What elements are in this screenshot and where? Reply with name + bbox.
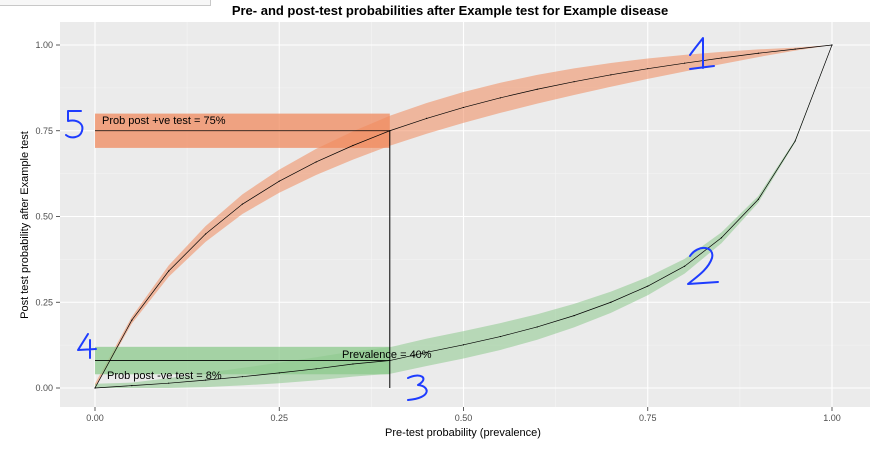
series-0-point-3 [204,233,207,235]
series-1-point-5 [278,372,280,374]
handwritten-mark-2 [687,247,719,285]
annotations: Prob post +ve test = 75% Prob post -ve t… [102,115,432,382]
series-0-point-16 [684,62,686,64]
series-1-point-16 [684,265,686,267]
x-axis-title: Pre-test probability (prevalence) [385,427,541,439]
series-0-point-10 [462,106,465,109]
series-1-point-1 [131,384,133,387]
series-1-point-13 [573,315,575,317]
axis-ticks: 0.00 0.00 0.25 0.25 0.50 0.50 0.75 0.75 1.00 1.00 [35,40,840,423]
y-tick-label-1: 0.25 [35,297,53,307]
series-0-point-15 [647,68,649,70]
curves [94,44,833,389]
series-0-point-2 [168,270,170,272]
series-1-point-17 [720,237,723,239]
series-1-point-7 [352,363,354,365]
series-0-point-12 [536,88,538,90]
series-1-point-14 [610,301,612,303]
y-axis-title: Post test probability after Example test [19,131,31,319]
series-0-point-9 [426,117,428,120]
series-0-point-7 [352,144,354,147]
handwritten-mark-1 [689,37,715,70]
series-1-point-2 [168,382,170,384]
series-0-point-4 [241,203,243,205]
y-tick-label-4: 1.00 [35,40,53,50]
x-tick-label-3: 0.75 [639,413,657,423]
handwritten-mark-4 [77,333,97,359]
series-0-point-19 [794,48,796,50]
series-0-point-14 [610,74,612,76]
x-tick-label-1: 0.25 [270,413,288,423]
series-1-point-10 [462,344,465,346]
x-tick-label-4: 1.00 [823,413,841,423]
series-1-point-18 [757,198,759,200]
window-top-edge [0,0,211,6]
y-tick-label-0: 0.00 [35,383,53,393]
series-1-point-11 [499,335,501,338]
series-1-point-9 [426,351,428,353]
series-1-point-12 [536,326,538,328]
annotation-prob-neg: Prob post -ve test = 8% [107,370,222,382]
series-0-point-6 [315,161,317,163]
x-tick-label-2: 0.50 [455,413,473,423]
y-tick-label-2: 0.50 [35,212,53,222]
series-1-point-19 [794,140,796,142]
series-1-point-0 [94,387,96,389]
series-0-point-11 [499,97,501,99]
chart-title: Pre- and post-test probabilities after E… [231,3,669,18]
series-0-point-5 [278,180,280,182]
y-tick-label-3: 0.75 [35,126,53,136]
series-0-point-17 [720,57,723,59]
series-0-point-1 [131,319,133,321]
annotation-prob-pos: Prob post +ve test = 75% [102,115,226,127]
annotation-prevalence: Prevalence = 40% [342,349,432,361]
series-0-point-13 [573,81,575,83]
series-band-0 [95,45,832,388]
series-1-point-15 [647,285,649,287]
series-1-point-4 [241,376,243,378]
series-0-point-18 [757,52,759,54]
handwritten-mark-3 [407,374,428,401]
series-1-point-6 [315,368,317,370]
series-1-point-3 [204,379,207,381]
handwritten-mark-5 [65,110,84,139]
x-tick-label-0: 0.00 [86,413,104,423]
handwritten-marks [65,37,719,401]
grid [60,22,870,407]
series-1-point-20 [831,44,833,46]
